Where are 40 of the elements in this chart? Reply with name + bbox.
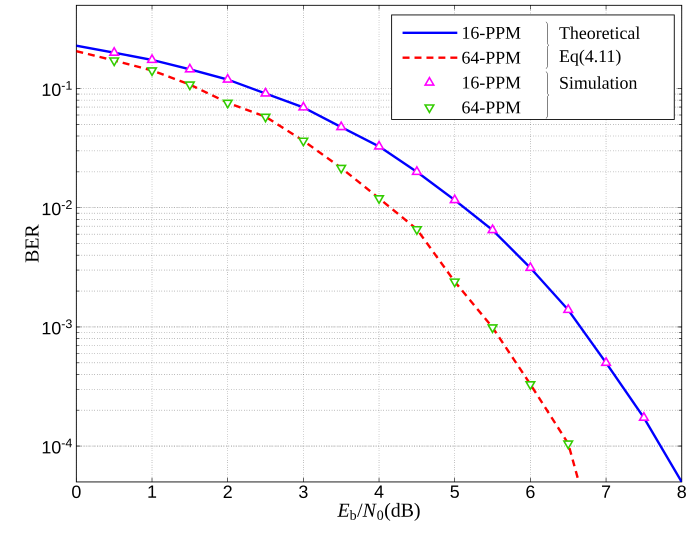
y-axis-title: BER [26, 224, 39, 262]
x-tick-label: 4 [374, 485, 384, 498]
annotation: Eq(4.11) [560, 49, 621, 66]
legend-label: 16-PPM [463, 26, 520, 39]
point [336, 121, 346, 130]
y-tick-label: 10$^{-3}$ [42, 319, 72, 334]
line-series [76, 44, 682, 482]
x-tick-label: 6 [526, 485, 535, 498]
x-tick-label: 7 [602, 485, 610, 498]
y-tick-label: 10$^{-1}$ [42, 80, 72, 96]
point [412, 166, 422, 175]
point [260, 87, 271, 97]
point [222, 74, 233, 83]
x-tick-label: 2 [224, 485, 232, 498]
point [146, 54, 158, 63]
point [412, 226, 422, 235]
x-axis-title: E$_{b}$/N$_{0}$(dB) [337, 502, 420, 521]
annotation: Theoretical [559, 26, 640, 39]
x-tick-label: 5 [450, 485, 459, 498]
y-tick-label: 10$^{-4}$ [42, 438, 72, 454]
point [563, 440, 574, 450]
point [450, 278, 460, 288]
x-tick-label: 0 [72, 485, 81, 498]
point [374, 140, 384, 150]
legend-label: 64-PPM [462, 52, 520, 64]
annotation: Simulation [560, 76, 638, 89]
x-tick-label: 3 [299, 485, 308, 498]
point [374, 194, 384, 204]
legend-label: 64-PPM [462, 101, 520, 114]
point [450, 194, 460, 204]
x-tick-label: 8 [678, 485, 686, 498]
point [109, 46, 120, 56]
legend-label: 16-PPM [463, 76, 520, 88]
point [184, 63, 195, 72]
x-tick-label: 1 [148, 485, 156, 498]
point [487, 324, 498, 334]
y-tick-label: 10$^{-2}$ [42, 200, 72, 216]
point [525, 380, 536, 390]
point [298, 101, 308, 110]
point [487, 224, 498, 234]
